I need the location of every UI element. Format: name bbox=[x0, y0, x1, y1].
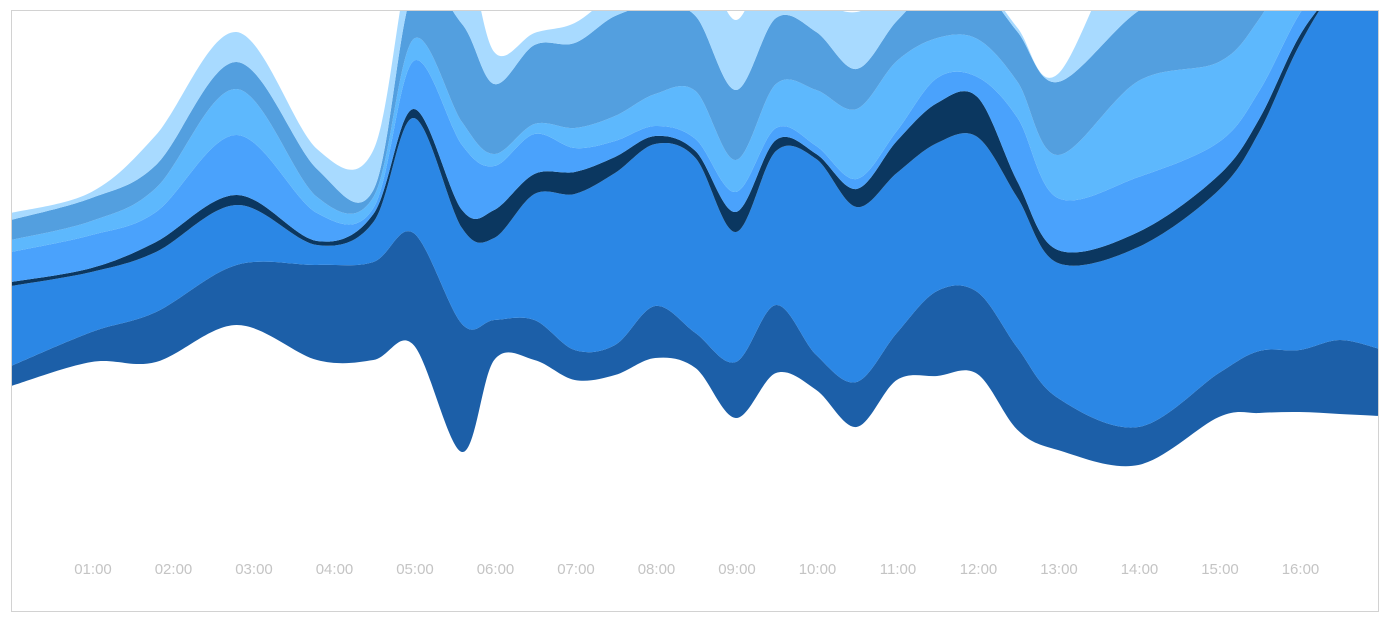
x-tick-label: 08:00 bbox=[638, 561, 676, 578]
stream-layer-series-6 bbox=[12, 231, 1378, 467]
stream-layer-series-5 bbox=[12, 11, 1378, 428]
stream-layer-series-1 bbox=[12, 11, 1265, 240]
x-tick-label: 16:00 bbox=[1282, 561, 1320, 578]
stream-layer-series-2 bbox=[12, 11, 1302, 252]
x-tick-label: 07:00 bbox=[557, 561, 595, 578]
stream-layer-series-0 bbox=[12, 11, 1139, 220]
x-tick-label: 14:00 bbox=[1121, 561, 1159, 578]
x-tick-label: 13:00 bbox=[1040, 561, 1078, 578]
x-tick-label: 15:00 bbox=[1201, 561, 1239, 578]
x-axis-ticks: 01:00 02:00 03:00 04:00 05:00 06:00 07:00 08:00… bbox=[74, 561, 1319, 578]
x-tick-label: 05:00 bbox=[396, 561, 434, 578]
x-tick-label: 09:00 bbox=[718, 561, 756, 578]
x-tick-label: 10:00 bbox=[799, 561, 837, 578]
x-tick-label: 12:00 bbox=[960, 561, 998, 578]
x-tick-label: 03:00 bbox=[235, 561, 273, 578]
x-tick-label: 06:00 bbox=[477, 561, 515, 578]
x-tick-label: 04:00 bbox=[316, 561, 354, 578]
x-tick-label: 02:00 bbox=[155, 561, 193, 578]
x-tick-label: 01:00 bbox=[74, 561, 112, 578]
stream-layers bbox=[12, 11, 1378, 467]
x-tick-label: 11:00 bbox=[880, 561, 916, 578]
